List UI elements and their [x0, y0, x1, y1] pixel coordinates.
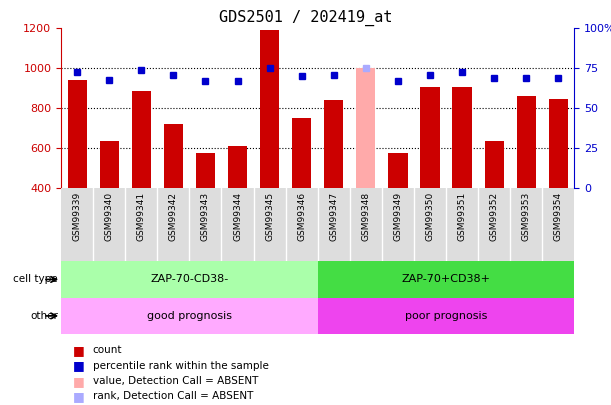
Text: GSM99340: GSM99340 [104, 192, 114, 241]
Text: count: count [93, 345, 122, 355]
Bar [260, 30, 279, 188]
Text: GSM99343: GSM99343 [201, 192, 210, 241]
Bar [68, 80, 87, 188]
Bar [100, 141, 119, 188]
Bar [228, 146, 247, 188]
Bar [389, 153, 408, 188]
Text: other: other [30, 311, 58, 321]
Bar [318, 298, 574, 334]
Text: cell type: cell type [13, 275, 58, 284]
Text: GSM99345: GSM99345 [265, 192, 274, 241]
Text: GSM99353: GSM99353 [522, 192, 531, 241]
Text: ■: ■ [73, 344, 85, 357]
Text: GSM99347: GSM99347 [329, 192, 338, 241]
Text: GSM99341: GSM99341 [137, 192, 146, 241]
Text: ZAP-70-CD38-: ZAP-70-CD38- [150, 275, 229, 284]
Text: ZAP-70+CD38+: ZAP-70+CD38+ [401, 275, 491, 284]
Bar [516, 96, 536, 188]
Bar [324, 100, 343, 188]
Bar [420, 87, 439, 188]
Bar [61, 261, 318, 298]
Text: value, Detection Call = ABSENT: value, Detection Call = ABSENT [93, 376, 258, 386]
Text: GSM99344: GSM99344 [233, 192, 242, 241]
Bar [452, 87, 472, 188]
Bar [318, 261, 574, 298]
Bar [164, 124, 183, 188]
Text: GSM99350: GSM99350 [425, 192, 434, 241]
Text: GSM99348: GSM99348 [361, 192, 370, 241]
Text: percentile rank within the sample: percentile rank within the sample [93, 361, 269, 371]
Text: poor prognosis: poor prognosis [405, 311, 487, 321]
Text: GSM99349: GSM99349 [393, 192, 403, 241]
Text: GDS2501 / 202419_at: GDS2501 / 202419_at [219, 10, 392, 26]
Bar [196, 153, 215, 188]
Bar [485, 141, 503, 188]
Bar [292, 118, 311, 188]
Text: ■: ■ [73, 359, 85, 372]
Text: ■: ■ [73, 375, 85, 388]
Bar [132, 92, 151, 188]
Text: GSM99354: GSM99354 [554, 192, 563, 241]
Bar [356, 68, 375, 188]
Bar [549, 99, 568, 188]
Text: GSM99346: GSM99346 [297, 192, 306, 241]
Bar [61, 298, 318, 334]
Text: GSM99352: GSM99352 [489, 192, 499, 241]
Text: ■: ■ [73, 390, 85, 403]
Text: rank, Detection Call = ABSENT: rank, Detection Call = ABSENT [93, 392, 253, 401]
Text: GSM99342: GSM99342 [169, 192, 178, 241]
Text: good prognosis: good prognosis [147, 311, 232, 321]
Text: GSM99351: GSM99351 [458, 192, 467, 241]
Text: GSM99339: GSM99339 [73, 192, 82, 241]
